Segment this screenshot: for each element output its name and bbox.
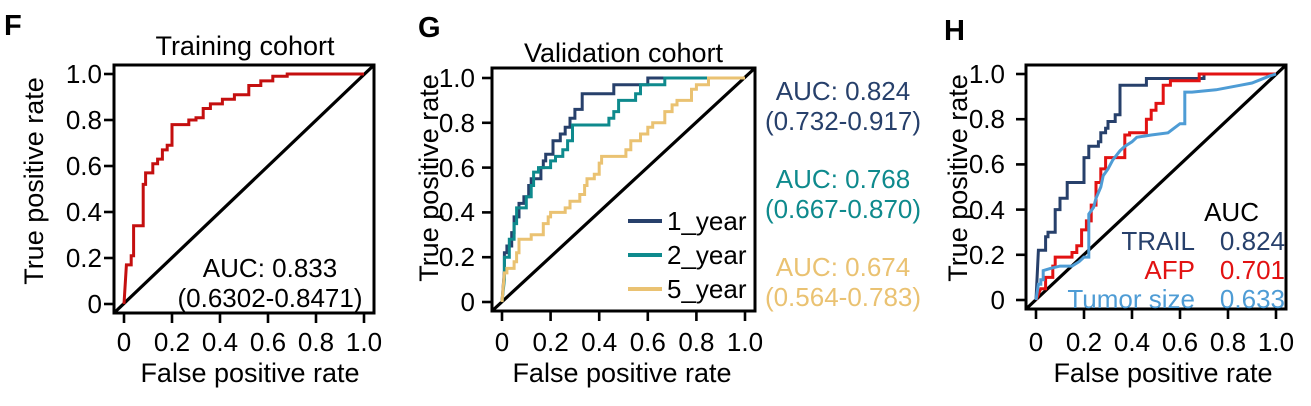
y-tick-label: 0.6: [65, 151, 102, 181]
panel-h-y-axis-label: True positive rate: [943, 74, 973, 282]
auc-block-5-year: AUC: 0.674 (0.564-0.783): [757, 252, 929, 312]
panel-f-auc-annotation: AUC: 0.833 (0.6302-0.8471): [150, 253, 390, 313]
x-tick-label: 0.6: [249, 327, 287, 357]
plot-frame: [112, 63, 376, 315]
x-tick-label: 0: [1028, 327, 1044, 357]
panel-h-x-axis-label: False positive rate: [1053, 358, 1273, 388]
legend-series-name: Tumor size: [1067, 284, 1195, 314]
x-tick-label: 1.0: [726, 327, 764, 357]
y-tick-label: 0.6: [968, 149, 1005, 180]
auc-block-1-year: AUC: 0.824 (0.732-0.917): [757, 76, 929, 136]
legend-label: 2_year: [667, 239, 747, 270]
x-tick-label: 1.0: [345, 327, 383, 357]
x-tick-label: 0.2: [153, 327, 191, 357]
x-tick-label: 0.8: [1209, 327, 1247, 357]
diagonal-reference-line: [490, 66, 757, 313]
diagonal-reference-line: [1024, 63, 1288, 311]
roc-curve-5-year: [500, 76, 745, 303]
panel-g-legend: 1_year 2_year 5_year: [628, 204, 747, 306]
legend-row-trail: TRAIL 0.824: [1067, 227, 1285, 256]
x-tick-label: 0.4: [581, 327, 618, 357]
y-tick-label: 1.0: [968, 59, 1005, 89]
y-tick-label: 0.6: [438, 152, 475, 183]
y-tick-label: 1.0: [65, 59, 102, 89]
x-tick-label: 1.0: [1257, 327, 1295, 357]
line-swatch-5-year: [628, 287, 662, 291]
legend-item-5-year: 5_year: [628, 272, 747, 306]
y-tick-label: 0.8: [65, 105, 102, 135]
y-tick-label: 0: [87, 289, 102, 319]
y-tick-label: 0.2: [438, 242, 475, 273]
legend-auc-value: 0.701: [1219, 255, 1285, 285]
panel-letter-g: G: [418, 12, 441, 44]
y-tick-label: 1.0: [438, 63, 475, 93]
legend-item-1-year: 1_year: [628, 204, 747, 238]
legend-label: 5_year: [667, 273, 747, 304]
line-swatch-2-year: [628, 253, 662, 257]
roc-curve-training-roc: [122, 72, 364, 305]
y-tick-label: 0: [990, 285, 1005, 315]
auc-value-text: AUC: 0.833: [202, 253, 338, 283]
panel-letter-h: H: [944, 15, 965, 47]
y-tick-label: 0.8: [968, 104, 1005, 135]
auc-ci-text: (0.564-0.783): [764, 282, 922, 312]
y-tick-label: 0.4: [968, 194, 1005, 225]
auc-ci-text: (0.732-0.917): [764, 106, 922, 136]
y-tick-label: 0.2: [65, 243, 102, 273]
x-tick-label: 0.6: [629, 327, 666, 357]
y-tick-label: 0.4: [65, 197, 102, 227]
diagonal-reference-line: [112, 63, 376, 315]
x-tick-label: 0.8: [678, 327, 715, 357]
x-tick-label: 0.2: [532, 327, 569, 357]
panel-f-x-axis-label: False positive rate: [140, 358, 360, 388]
y-tick-label: 0: [460, 287, 475, 317]
plot-frame: [490, 66, 757, 313]
y-tick-label: 0.4: [438, 197, 475, 228]
y-tick-label: 0.8: [438, 107, 475, 138]
auc-value-text: AUC: 0.768: [775, 164, 911, 194]
line-swatch-1-year: [628, 219, 662, 223]
legend-auc-value: 0.633: [1219, 284, 1285, 314]
auc-block-2-year: AUC: 0.768 (0.667-0.870): [757, 164, 929, 224]
legend-label: 1_year: [667, 205, 747, 236]
x-tick-label: 0.4: [201, 327, 239, 357]
plot-frame: [1024, 63, 1288, 311]
x-tick-label: 0: [116, 327, 132, 357]
panel-h-legend: AUC TRAIL 0.824 AFP 0.701 Tumor size 0.6…: [1067, 198, 1285, 314]
x-tick-label: 0: [494, 327, 510, 357]
panel-g-x-axis-label: False positive rate: [512, 358, 732, 388]
auc-value-text: AUC: 0.674: [775, 252, 911, 282]
panel-g-auc-annotations: AUC: 0.824 (0.732-0.917) AUC: 0.768 (0.6…: [757, 76, 929, 312]
roc-curve-trail: [1034, 72, 1276, 301]
x-tick-label: 0.4: [1113, 327, 1151, 357]
y-tick-label: 0.2: [968, 239, 1005, 270]
legend-row-afp: AFP 0.701: [1067, 256, 1285, 285]
x-tick-label: 0.6: [1161, 327, 1199, 357]
legend-header-auc: AUC: [1204, 197, 1259, 227]
panel-f-y-axis-label: True positive rate: [19, 77, 49, 285]
roc-curve-tumor-size: [1034, 72, 1277, 301]
panel-letter-f: F: [4, 10, 22, 42]
roc-curve-2-year: [500, 76, 745, 303]
legend-row-tumor-size: Tumor size 0.633: [1067, 285, 1285, 314]
legend-item-2-year: 2_year: [628, 238, 747, 272]
legend-series-name: AFP: [1144, 255, 1195, 285]
auc-value-text: AUC: 0.824: [775, 76, 911, 106]
auc-ci-text: (0.667-0.870): [764, 194, 922, 224]
x-tick-label: 0.8: [297, 327, 335, 357]
auc-ci-text: (0.6302-0.8471): [177, 283, 363, 313]
legend-auc-value: 0.824: [1219, 226, 1285, 256]
x-tick-label: 0.2: [1065, 327, 1103, 357]
legend-series-name: TRAIL: [1121, 226, 1195, 256]
panel-f-title: Training cohort: [155, 31, 335, 61]
panel-g-title: Validation cohort: [523, 38, 724, 68]
